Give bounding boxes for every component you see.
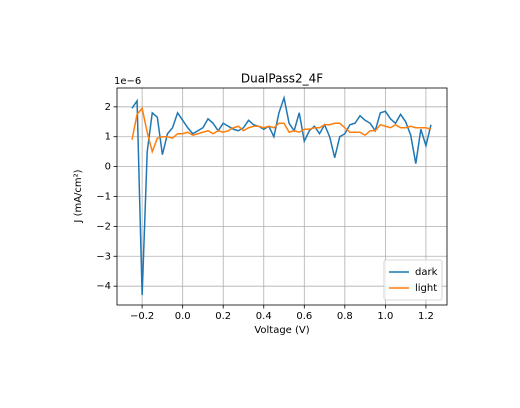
y-tick-label: 2: [105, 102, 111, 113]
y-offset-label: 1e−6: [114, 76, 141, 87]
legend-label: light: [415, 283, 437, 294]
x-axis-label: Voltage (V): [254, 325, 309, 336]
chart-title: DualPass2_4F: [241, 72, 323, 86]
x-tick-label: −0.2: [130, 311, 154, 322]
y-tick-label: −4: [96, 281, 111, 292]
plot-frame: [116, 87, 448, 306]
line-series: [131, 106, 432, 155]
x-tick-label: 0.6: [296, 311, 312, 322]
y-tick-label: 0: [105, 162, 111, 173]
y-tick-label: −2: [96, 221, 111, 232]
legend-box: [383, 259, 443, 301]
x-tick-label: 0.4: [256, 311, 272, 322]
x-tick-label: 0.0: [175, 311, 191, 322]
legend-label: dark: [415, 267, 438, 278]
x-tick-label: 0.8: [337, 311, 353, 322]
x-tick-label: 1.2: [418, 311, 434, 322]
y-tick-label: −3: [96, 251, 111, 262]
line-series: [131, 94, 432, 296]
y-tick-label: −1: [96, 192, 111, 203]
x-tick-label: 1.0: [377, 311, 393, 322]
y-axis-label: J (mA/cm²): [73, 169, 84, 223]
y-tick-label: 1: [105, 132, 111, 143]
x-tick-label: 0.2: [215, 311, 231, 322]
